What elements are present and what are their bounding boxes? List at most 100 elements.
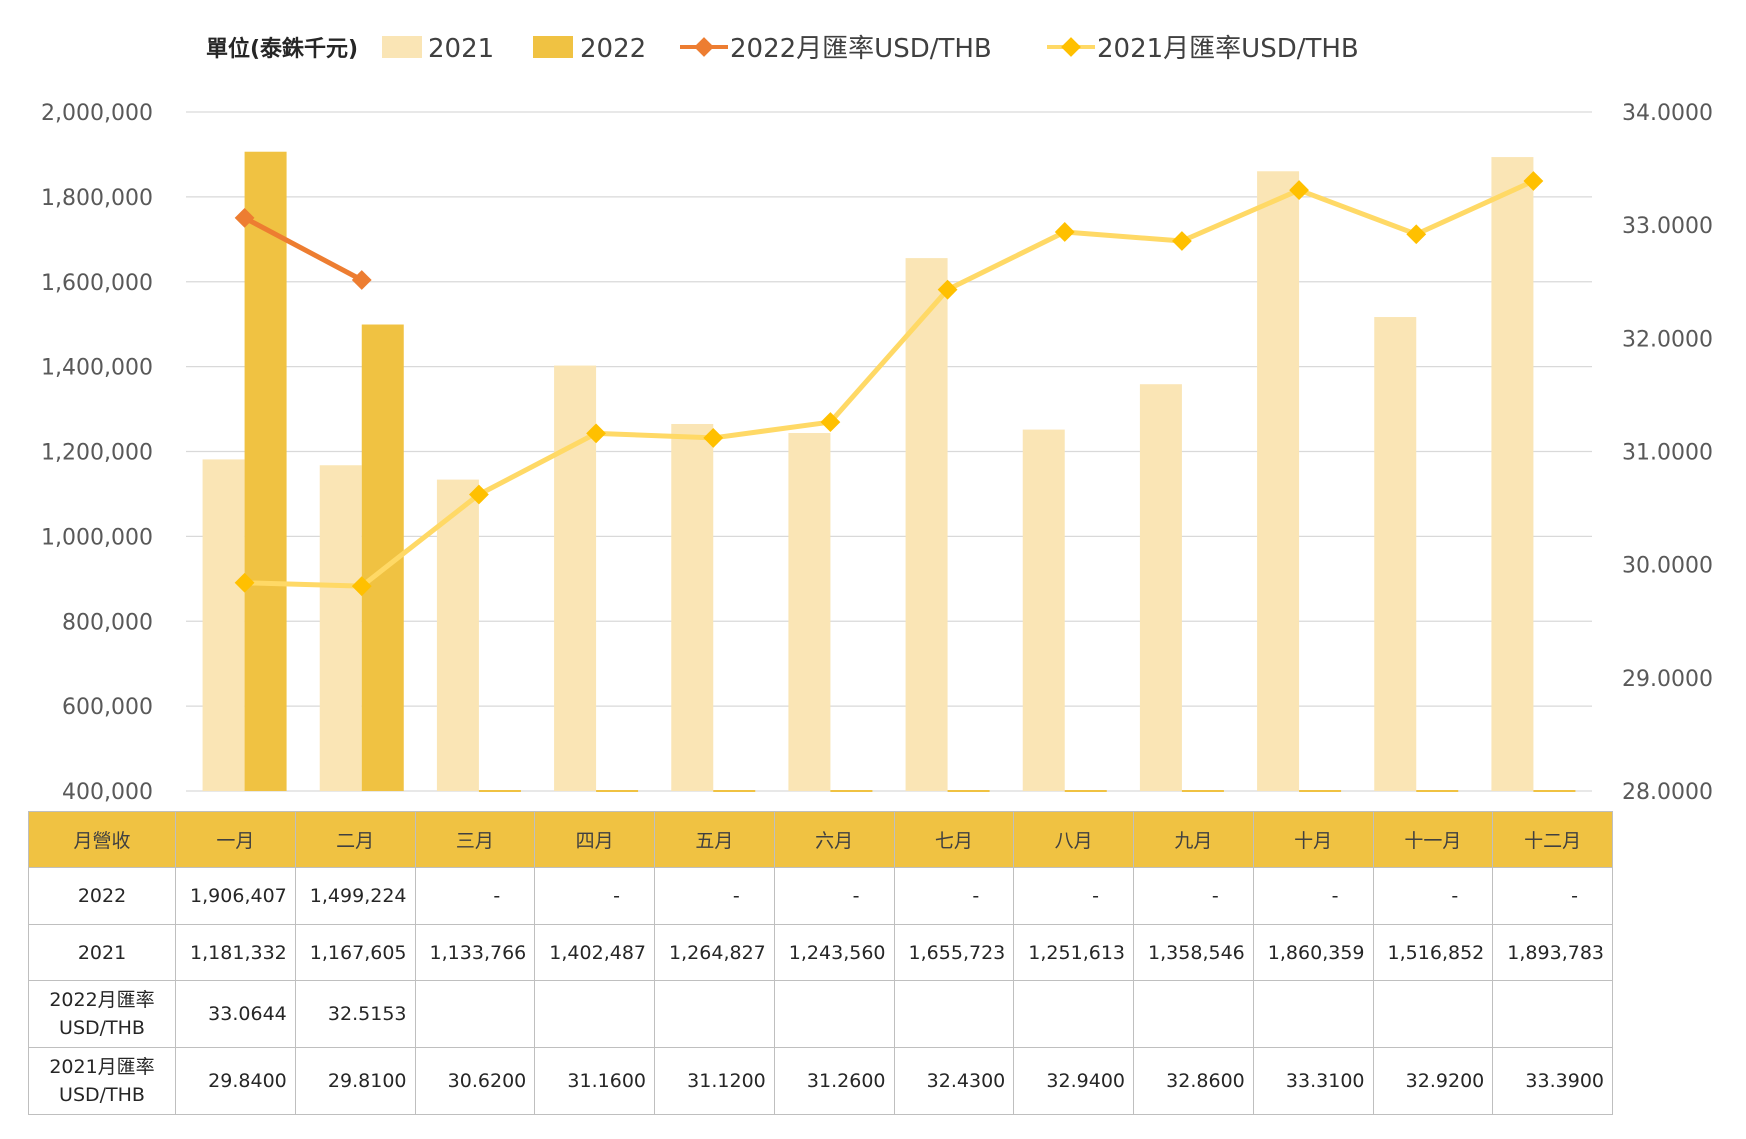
- rate-line: [243, 215, 363, 283]
- y-left-tick-label: 600,000: [62, 695, 153, 720]
- bar-2021: [1491, 157, 1534, 792]
- rate-point: [351, 270, 372, 290]
- table-cell: [654, 980, 775, 1048]
- month-header: 十月: [1252, 811, 1374, 868]
- rate-point: [1289, 180, 1309, 200]
- y-left-tick-label: 2,000,000: [41, 101, 153, 126]
- bar-2022-empty: [1533, 790, 1576, 792]
- row-label-2022: 2022: [28, 867, 176, 925]
- rate-point: [820, 412, 841, 432]
- table-cell: [414, 980, 536, 1048]
- table-cell: 32.4300: [893, 1047, 1015, 1115]
- table-cell: [1372, 980, 1494, 1048]
- table-cell: -: [773, 867, 895, 925]
- table-cell: 31.1200: [654, 1047, 775, 1115]
- rate-point: [234, 207, 255, 228]
- y-left-tick-label: 1,200,000: [41, 441, 153, 466]
- row-label-2022-rate-line1: 2022月匯率: [49, 989, 155, 1011]
- bar-2022-empty: [947, 790, 990, 792]
- table-cell: 1,499,224: [294, 867, 416, 925]
- y-left-tick-label: 1,800,000: [41, 186, 153, 211]
- row-label-2021: 2021: [28, 924, 176, 981]
- table-cell: -: [1133, 867, 1254, 925]
- data-table: 月營收 一月 二月 三月 四月 五月 六月 七月 八月 九月 十月 十一月 十二月 2022 1,90…: [28, 811, 1613, 1115]
- y-left-tick-label: 400,000: [62, 780, 153, 805]
- table-cell: -: [1252, 867, 1374, 925]
- rate-line: [244, 178, 1535, 589]
- table-cell: 1,893,783: [1492, 924, 1613, 981]
- rate-point: [469, 484, 489, 505]
- bar-2022-empty: [478, 790, 521, 792]
- bar-2022-empty: [713, 790, 756, 792]
- table-cell: -: [534, 867, 655, 925]
- rate-point: [1406, 224, 1427, 245]
- table-header-label: 月營收: [28, 811, 176, 868]
- line-series: [234, 171, 1544, 597]
- table-cell: 1,402,487: [534, 924, 655, 981]
- table-cell: 1,860,359: [1252, 924, 1374, 981]
- table-header-row: 月營收 一月 二月 三月 四月 五月 六月 七月 八月 九月 十月 十一月 十二月: [28, 811, 1613, 868]
- bar-2022-empty: [596, 790, 639, 792]
- bar-2021: [319, 465, 362, 791]
- table-row-2021: 2021 1,181,332 1,167,605 1,133,766 1,402,48…: [28, 924, 1613, 981]
- chart-legend: 單位(泰銖千元) 2021 2022 2022月匯率USD/THB 2021月匯…: [206, 34, 1359, 64]
- month-header: 二月: [294, 811, 416, 868]
- table-cell: [893, 980, 1015, 1048]
- table-cell: [534, 980, 655, 1048]
- table-cell: 30.6200: [414, 1047, 536, 1115]
- bar-2022: [244, 151, 287, 792]
- row-label-2022-rate: 2022月匯率 USD/THB: [28, 980, 176, 1048]
- bar-2022-empty: [830, 790, 873, 792]
- y-right-tick-label: 32.0000: [1622, 327, 1713, 352]
- y-left-tick-label: 1,000,000: [41, 525, 153, 550]
- rate-point: [1054, 222, 1075, 242]
- bar-2022-empty: [1064, 790, 1107, 792]
- bar-2021: [202, 459, 245, 791]
- month-header: 十一月: [1372, 811, 1494, 868]
- y-left-tick-label: 800,000: [62, 610, 153, 635]
- table-cell: 1,358,546: [1133, 924, 1254, 981]
- table-cell: 1,181,332: [175, 924, 296, 981]
- unit-label: 單位(泰銖千元): [206, 36, 358, 62]
- table-cell: 29.8100: [294, 1047, 416, 1115]
- rate-point: [937, 279, 958, 300]
- y-right-tick-label: 29.0000: [1622, 667, 1713, 692]
- month-header: 一月: [175, 811, 296, 868]
- bar-2022-empty: [1181, 790, 1224, 792]
- rate-point: [351, 576, 372, 597]
- table-row-2022: 2022 1,906,407 1,499,224- - - - - - - - - -: [28, 867, 1613, 925]
- table-cell: 1,251,613: [1013, 924, 1134, 981]
- bar-2022-empty: [1416, 790, 1459, 792]
- y-axis-left: 400,000 600,000 800,000 1,000,000 1,200,000 1…: [41, 101, 153, 805]
- table-cell: -: [893, 867, 1015, 925]
- bar-2021: [436, 479, 479, 791]
- rate-point: [1523, 171, 1544, 191]
- y-right-tick-label: 33.0000: [1622, 214, 1713, 239]
- table-cell: 32.9400: [1013, 1047, 1134, 1115]
- month-header: 七月: [893, 811, 1015, 868]
- table-cell: 1,264,827: [654, 924, 775, 981]
- table-cell: [1133, 980, 1254, 1048]
- bar-2021: [554, 365, 597, 791]
- gridlines: [186, 111, 1592, 792]
- table-cell: -: [1372, 867, 1494, 925]
- table-cell: -: [1492, 867, 1613, 925]
- legend-label-2022: 2022: [580, 34, 646, 64]
- table-cell: -: [414, 867, 536, 925]
- table-cell: 32.5153: [294, 980, 416, 1048]
- combo-chart: 單位(泰銖千元) 2021 2022 2022月匯率USD/THB 2021月匯…: [41, 34, 1713, 805]
- y-left-tick-label: 1,400,000: [41, 356, 153, 381]
- y-right-tick-label: 31.0000: [1622, 441, 1713, 466]
- bar-2021: [1139, 384, 1182, 791]
- table-cell: 33.0644: [175, 980, 296, 1048]
- legend-label-2021: 2021: [428, 34, 494, 64]
- table-cell: 1,133,766: [414, 924, 536, 981]
- table-cell: 1,167,605: [294, 924, 416, 981]
- bar-2021: [1257, 171, 1300, 792]
- table-cell: 31.1600: [534, 1047, 655, 1115]
- table-cell: [773, 980, 895, 1048]
- bar-2021: [1022, 429, 1065, 791]
- y-right-tick-label: 30.0000: [1622, 554, 1713, 579]
- rate-point: [586, 423, 606, 444]
- bar-2021: [905, 258, 948, 791]
